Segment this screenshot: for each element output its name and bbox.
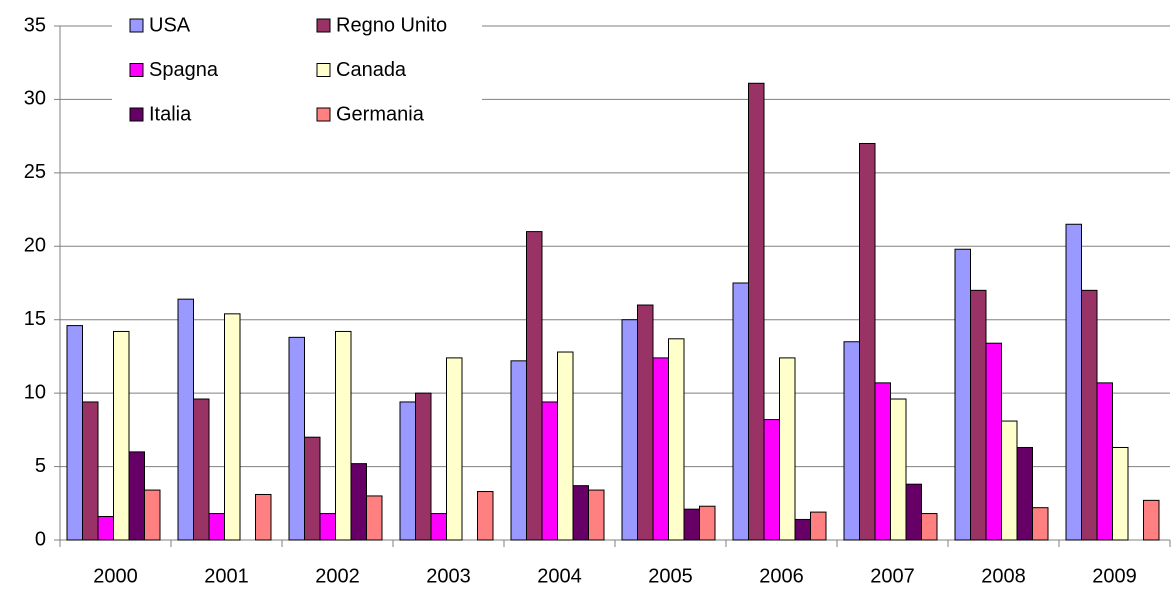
bar <box>699 505 716 541</box>
legend-label: Canada <box>336 59 407 81</box>
bar <box>177 298 194 541</box>
bar <box>621 319 638 541</box>
x-tick-label: 2000 <box>93 565 138 587</box>
bar <box>1112 446 1129 541</box>
bar <box>82 401 99 541</box>
x-tick-label: 2004 <box>537 565 582 587</box>
bar <box>350 463 367 541</box>
bar <box>779 357 796 541</box>
bar <box>748 82 765 541</box>
bar <box>763 419 780 541</box>
x-tick-label: 2007 <box>870 565 915 587</box>
legend-swatch <box>316 18 331 33</box>
bar <box>652 357 669 541</box>
bar <box>859 142 876 541</box>
legend-swatch <box>316 63 331 77</box>
bar <box>1065 223 1082 541</box>
bar <box>683 508 700 541</box>
bar <box>526 231 543 541</box>
bar <box>843 341 860 541</box>
bar <box>557 351 574 541</box>
bar <box>66 325 83 541</box>
bar <box>208 513 225 541</box>
x-tick-label: 2006 <box>759 565 804 587</box>
legend-swatch <box>129 63 144 77</box>
legend-label: Regno Unito <box>336 14 447 36</box>
y-tick-label: 0 <box>35 528 46 550</box>
bar <box>193 398 210 541</box>
bar <box>921 513 938 541</box>
bar <box>113 330 130 541</box>
legend-swatch <box>129 18 144 33</box>
bar <box>668 338 685 541</box>
bar <box>905 483 922 541</box>
y-tick-label: 15 <box>24 308 46 330</box>
legend-box <box>112 8 482 136</box>
bar <box>97 516 114 541</box>
bar <box>954 248 971 541</box>
bar <box>1081 289 1098 541</box>
bar <box>794 518 811 541</box>
x-tick-label: 2002 <box>315 565 360 587</box>
bar <box>1016 446 1033 541</box>
bar <box>128 451 145 541</box>
legend-label: USA <box>149 14 191 36</box>
bar <box>224 313 241 541</box>
y-tick-label: 5 <box>35 455 46 477</box>
y-tick-label: 10 <box>24 381 46 403</box>
bar <box>366 495 383 541</box>
bar <box>1143 499 1160 541</box>
bar <box>144 489 161 541</box>
y-tick-label: 20 <box>24 235 46 257</box>
bar <box>637 304 654 541</box>
bar <box>874 382 891 541</box>
bar <box>1032 507 1049 541</box>
bar <box>1001 420 1018 541</box>
bar <box>541 401 558 541</box>
y-tick-label: 30 <box>24 88 46 110</box>
bar <box>477 491 494 541</box>
bar <box>1096 382 1113 541</box>
bar <box>319 513 336 541</box>
bar <box>985 342 1002 541</box>
y-tick-label: 25 <box>24 161 46 183</box>
bar <box>430 513 447 541</box>
x-tick-label: 2005 <box>648 565 693 587</box>
bar <box>588 489 605 541</box>
bar <box>732 282 749 541</box>
legend-label: Germania <box>336 103 425 125</box>
bar <box>335 330 352 541</box>
bar <box>288 336 305 541</box>
bar <box>510 360 527 541</box>
bar <box>970 289 987 541</box>
x-tick-label: 2001 <box>204 565 249 587</box>
bar <box>415 392 432 541</box>
x-tick-label: 2008 <box>981 565 1026 587</box>
bar <box>304 436 321 541</box>
bar <box>399 401 416 541</box>
bar <box>572 485 589 541</box>
legend-label: Italia <box>149 103 192 125</box>
legend-swatch <box>316 107 331 122</box>
bar <box>255 493 272 541</box>
bar <box>446 357 463 541</box>
x-tick-label: 2009 <box>1092 565 1137 587</box>
x-tick-label: 2003 <box>426 565 471 587</box>
legend-swatch <box>129 107 144 122</box>
y-tick-label: 35 <box>24 14 46 36</box>
legend-label: Spagna <box>149 59 219 81</box>
bar <box>890 398 907 541</box>
bar <box>810 511 827 541</box>
